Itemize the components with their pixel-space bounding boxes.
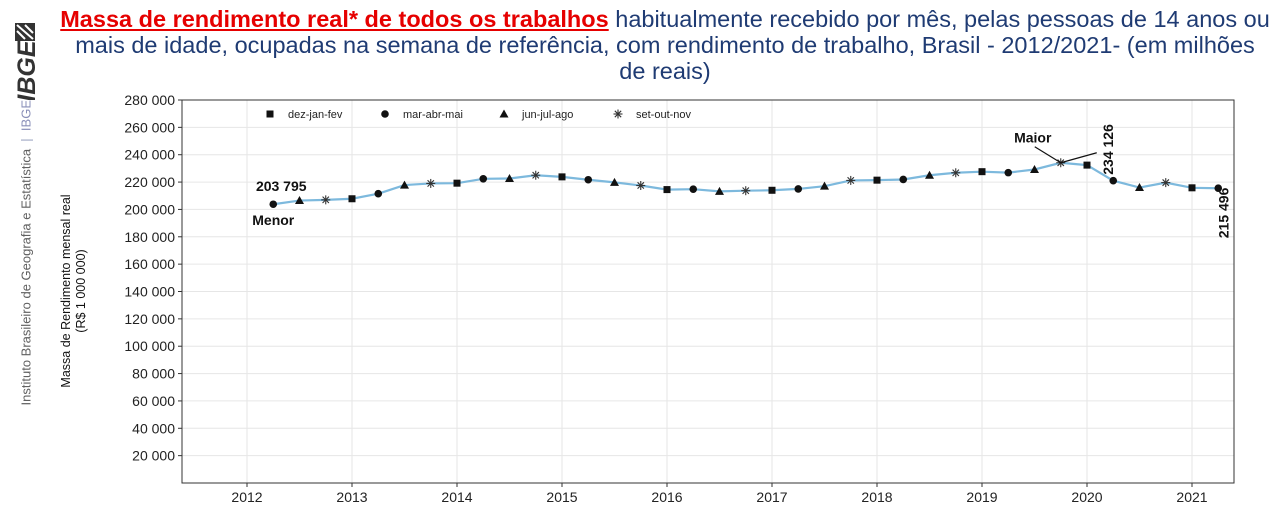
data-point xyxy=(1083,161,1091,169)
legend-label: mar-abr-mai xyxy=(403,109,463,121)
data-point xyxy=(741,186,751,196)
y-tick-label: 260 000 xyxy=(124,119,175,135)
data-point xyxy=(899,175,908,184)
data-point xyxy=(584,175,593,184)
x-tick-label: 2012 xyxy=(231,489,262,505)
institute-name-text: Instituto Brasileiro de Geografia e Esta… xyxy=(18,100,34,406)
data-point xyxy=(453,179,461,187)
data-point xyxy=(1161,178,1171,188)
chart-title: Massa de rendimento real* de todos os tr… xyxy=(60,6,1270,84)
data-point xyxy=(1004,168,1013,177)
y-tick-label: 100 000 xyxy=(124,338,175,354)
legend-label: jun-jul-ago xyxy=(521,109,573,121)
max-value-pointer-line xyxy=(1060,152,1097,164)
data-point xyxy=(1056,158,1066,168)
data-point xyxy=(794,185,803,193)
max-label: Maior xyxy=(1014,130,1052,146)
y-tick-label: 240 000 xyxy=(124,147,175,163)
x-tick-label: 2016 xyxy=(651,489,682,505)
last-value-label: 215 496 xyxy=(1215,187,1231,238)
data-point xyxy=(768,186,776,194)
y-tick-label: 20 000 xyxy=(132,448,175,464)
min-label: Menor xyxy=(252,212,295,228)
data-point xyxy=(505,174,514,183)
ibge-logo-icon: IBGE xyxy=(13,23,41,100)
x-tick-label: 2020 xyxy=(1071,489,1102,505)
data-point xyxy=(820,181,829,190)
data-point xyxy=(321,195,331,205)
data-point xyxy=(400,180,409,189)
plot-border xyxy=(181,99,1235,484)
grid xyxy=(182,99,1234,483)
x-tick-label: 2018 xyxy=(861,489,892,505)
data-point xyxy=(348,195,356,203)
data-point xyxy=(269,200,278,209)
series-line xyxy=(273,161,1219,206)
x-tick-label: 2021 xyxy=(1176,489,1207,505)
data-point xyxy=(1030,164,1039,173)
legend-marker-circle xyxy=(381,110,389,118)
min-value-label: 203 795 xyxy=(256,178,307,194)
data-point xyxy=(1188,184,1196,192)
y-tick-label: 160 000 xyxy=(124,256,175,272)
max-value-label: 234 126 xyxy=(1100,124,1116,175)
data-point xyxy=(479,174,488,183)
y-tick-label: 60 000 xyxy=(132,393,175,409)
y-axis-ticks: 20 000 40 000 60 000 80 000 100 000 120 000 14… xyxy=(124,92,182,464)
data-point xyxy=(689,185,698,193)
legend-marker-triangle xyxy=(499,109,509,118)
x-axis-ticks: 2012 2013 2014 2015 2016 2017 2018 2019 2020 2021 xyxy=(231,483,1208,505)
title-rest: habitualmente recebido por mês, pelas pe… xyxy=(75,6,1270,84)
data-point xyxy=(295,196,304,205)
y-tick-label: 200 000 xyxy=(124,201,175,217)
legend-label: set-out-nov xyxy=(636,109,692,121)
x-tick-label: 2019 xyxy=(966,489,997,505)
data-point xyxy=(715,186,724,195)
ibge-logo-text: IBGE xyxy=(13,39,41,100)
y-tick-label: 120 000 xyxy=(124,311,175,327)
data-point xyxy=(531,170,541,180)
data-point xyxy=(426,178,436,188)
data-point xyxy=(951,168,961,178)
legend-marker-square xyxy=(266,110,274,118)
y-tick-label: 180 000 xyxy=(124,229,175,245)
legend-label: dez-jan-fev xyxy=(288,109,343,121)
data-point xyxy=(610,177,619,186)
y-axis-label: Massa de Rendimento mensal real(R$ 1 000… xyxy=(59,194,88,387)
data-point xyxy=(558,173,566,181)
max-pointer-line xyxy=(1034,146,1062,164)
small-ibge-logo: IBGE xyxy=(18,100,34,132)
y-tick-label: 40 000 xyxy=(132,420,175,436)
chart: 20 000 40 000 60 000 80 000 100 000 120 000 14… xyxy=(59,92,1235,505)
data-point xyxy=(846,175,856,185)
title-highlight: Massa de rendimento real* de todos os tr… xyxy=(60,6,609,32)
annotations: 203 795 Menor Maior 234 126 215 496 xyxy=(252,124,1231,238)
data-point xyxy=(1214,184,1223,193)
data-point xyxy=(1135,183,1144,192)
y-tick-label: 140 000 xyxy=(124,284,175,300)
institute-name: Instituto Brasileiro de Geografia e Esta… xyxy=(18,148,34,406)
x-tick-label: 2015 xyxy=(546,489,577,505)
y-tick-label: 280 000 xyxy=(124,92,175,108)
data-point xyxy=(978,168,986,176)
legend: dez-jan-fev mar-abr-mai jun-jul-ago set-out… xyxy=(266,109,692,121)
sidebar: IBGE Instituto Brasileiro de Geografia e… xyxy=(0,0,52,521)
data-point xyxy=(636,180,646,190)
x-tick-label: 2017 xyxy=(756,489,787,505)
y-tick-label: 80 000 xyxy=(132,366,175,382)
data-point xyxy=(374,189,383,198)
y-axis-title: Massa de Rendimento mensal real(R$ 1 000… xyxy=(59,194,88,387)
legend-marker-asterisk xyxy=(613,109,623,119)
data-point xyxy=(1109,176,1118,185)
data-point xyxy=(663,186,671,194)
y-tick-label: 220 000 xyxy=(124,174,175,190)
x-tick-label: 2014 xyxy=(441,489,472,505)
x-tick-label: 2013 xyxy=(336,489,367,505)
series-markers xyxy=(269,158,1223,209)
data-point xyxy=(873,176,881,184)
data-point xyxy=(925,170,934,179)
